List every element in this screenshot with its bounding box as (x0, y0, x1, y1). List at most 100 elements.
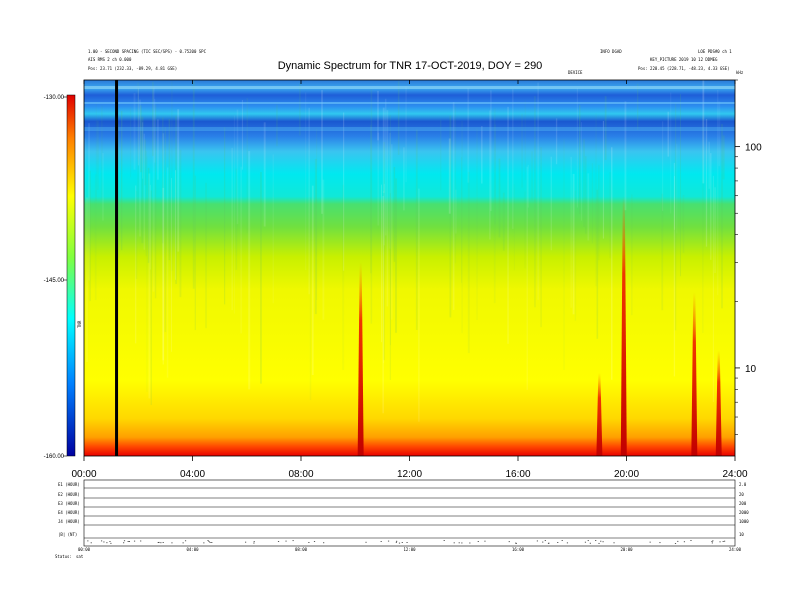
lower-panel-dot (123, 540, 126, 542)
lower-panel-dot (90, 542, 92, 544)
spectrum-streak (86, 197, 88, 362)
spectrum-streak (154, 98, 156, 163)
spectrum-streak (702, 80, 705, 184)
spectrum-streak (162, 187, 165, 361)
x-tick-label: 20:00 (614, 469, 639, 480)
lower-panel-dot (140, 540, 142, 542)
colorbar-tick-label: -160.00 (44, 454, 65, 460)
spectrum-streak (674, 103, 677, 331)
spectrum-streak (141, 116, 144, 244)
spectrum-streak (175, 115, 178, 285)
radio-burst (715, 350, 722, 456)
spectrum-streak (609, 172, 612, 259)
lower-panel-dot (712, 540, 714, 542)
lower-panel-dot (469, 542, 471, 544)
spectrum-streak (524, 100, 526, 181)
lower-panel-dot (508, 541, 510, 543)
spectrum-streak (521, 113, 523, 188)
lower-panel-dot (171, 542, 173, 544)
spectrum-streak (595, 113, 597, 287)
spectrum-streak (377, 90, 379, 141)
lower-panel-dot (244, 541, 247, 543)
lower-panel-dot (209, 542, 211, 543)
lower-panel-dot (128, 541, 131, 542)
lower-panel-dot (380, 541, 382, 542)
lower-x-tick-label: 20:00 (620, 547, 633, 552)
spectrum-streak (162, 133, 164, 365)
lower-panel-dot (461, 542, 463, 544)
spectrum-streak (631, 194, 633, 316)
radio-burst (596, 372, 603, 456)
spectrum-streak (145, 150, 147, 257)
lower-panel-dot (649, 541, 651, 543)
spectrum-streak (314, 158, 317, 315)
lower-panel-dot (100, 540, 103, 542)
x-tick-label: 00:00 (71, 469, 96, 480)
spectrum-streak (383, 183, 386, 246)
spectrum-streak (461, 120, 463, 334)
spectrum-streak (670, 92, 672, 214)
spectrum-streak (721, 124, 723, 309)
spectrum-streak (461, 157, 463, 283)
spectrum-streak (661, 193, 664, 311)
lower-panel-dot (406, 542, 408, 543)
spectrum-streak (502, 192, 505, 251)
lower-panel-label: E4 (HOUR) (58, 510, 80, 515)
lower-panel-dot (484, 540, 486, 542)
lower-panel-dot (123, 542, 125, 544)
spectrum-streak (342, 184, 345, 370)
lower-panel-dot (544, 540, 546, 542)
lower-panel-dot (127, 540, 129, 542)
header-right-3: KEY_PICTURE 2019 10 12 DDMEG (650, 57, 718, 62)
y-tick-label: 10 (745, 364, 757, 375)
header-right-4: Pos: 228.45 (228.71, -48.23, 4.33 GSE) (638, 66, 730, 71)
spectrum-streak (534, 96, 536, 308)
x-tick-label: 08:00 (288, 469, 313, 480)
spectrum-streak (682, 194, 685, 254)
spectrum-streak (550, 156, 552, 251)
spectrum-streak (148, 173, 151, 399)
spectrum-streak (382, 107, 385, 193)
lower-x-tick-label: 12:00 (403, 547, 416, 552)
chart-title: Dynamic Spectrum for TNR 17-OCT-2019, DO… (278, 60, 543, 72)
spectrum-streak (171, 81, 173, 271)
spectrum-streak (130, 106, 132, 178)
spectrum-streak (602, 120, 605, 239)
colorbar (66, 94, 76, 457)
radio-burst (357, 262, 364, 456)
lower-x-tick-label: 24:00 (729, 547, 742, 552)
spectrum-streak (137, 88, 139, 166)
spectrum-streak (150, 190, 152, 406)
lower-panel-dot (395, 541, 397, 543)
lower-panel-dot (443, 540, 445, 541)
spectrum-streak (117, 124, 120, 258)
lower-panel-dot (160, 542, 162, 544)
lower-panel-dot (677, 540, 679, 542)
spectrum-streak (139, 99, 141, 237)
lower-panel-dot (365, 541, 367, 543)
spectrum-streak (454, 105, 457, 264)
spectrum-streak (142, 122, 144, 179)
lower-panel-dot (308, 542, 310, 543)
lower-panel-dot (690, 540, 692, 541)
spectrum-streak (570, 156, 572, 308)
spectrum-streak (377, 132, 380, 226)
spectrum-streak (135, 185, 137, 344)
spectrum-streak (235, 168, 238, 270)
spectrum-streak (386, 110, 389, 307)
spectrum-streak (701, 116, 704, 334)
lower-panel-dot (106, 542, 108, 544)
x-tick-label: 16:00 (505, 469, 530, 480)
spectrum-streak (308, 107, 310, 295)
spectrum-streak (611, 147, 613, 380)
lower-panel-dot (674, 542, 677, 544)
spectrum-streak (449, 115, 452, 318)
lower-panel-label: |B| (NT) (58, 532, 77, 537)
lower-panel-dot (589, 542, 591, 544)
spectrum-streak (135, 191, 138, 279)
x-axis-ticks: 00:00 04:00 08:00 12:00 16:00 20:00 24:00 (71, 80, 748, 480)
header-right-1: INFO DGAD (600, 49, 622, 54)
spectrum-streak (395, 178, 397, 333)
colorbar-tick-label: -130.00 (44, 95, 65, 101)
